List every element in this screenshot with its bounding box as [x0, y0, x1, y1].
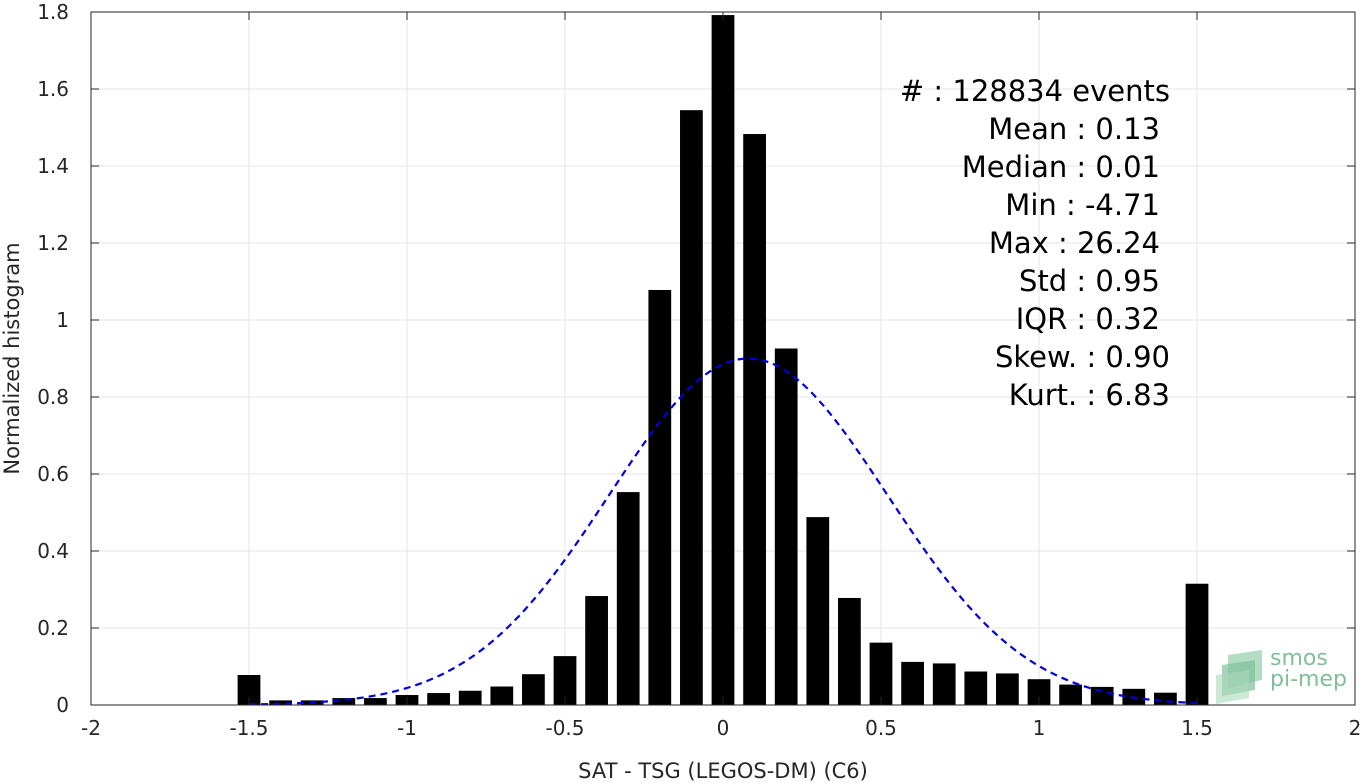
histogram-bar: [616, 492, 640, 705]
histogram-bar: [996, 673, 1019, 705]
histogram-bar: [648, 289, 672, 705]
histogram-bar: [585, 596, 608, 705]
histogram-bar: [711, 15, 735, 705]
x-tick-label: 1: [1033, 716, 1046, 740]
stat-line: IQR : 0.32: [1016, 302, 1160, 336]
histogram-bar: [932, 663, 956, 705]
histogram-bar: [553, 656, 577, 705]
histogram-bar: [774, 348, 798, 705]
x-tick-label: -1.5: [229, 716, 268, 740]
x-tick-label: -0.5: [545, 716, 584, 740]
histogram-bar: [1154, 692, 1177, 705]
y-tick-label: 1.6: [37, 77, 69, 101]
histogram-bar: [332, 698, 356, 705]
stat-line: # : 128834 events: [900, 74, 1170, 108]
histogram-bar: [806, 517, 830, 705]
stat-line: Std : 0.95: [1019, 264, 1160, 298]
histogram-bar: [680, 110, 703, 706]
x-tick-label: 0.5: [865, 716, 897, 740]
histogram-bar: [838, 597, 861, 705]
histogram-bar: [490, 686, 514, 705]
x-tick-label: 0: [717, 716, 730, 740]
y-tick-label: 1.4: [37, 154, 69, 178]
histogram-bar: [269, 700, 292, 705]
x-tick-label: 2: [1349, 716, 1362, 740]
y-tick-label: 1.2: [37, 231, 69, 255]
histogram-bar: [364, 698, 387, 705]
x-tick-label: -1: [397, 716, 417, 740]
histogram-bar: [1090, 686, 1114, 705]
y-tick-label: 0.4: [37, 539, 69, 563]
histogram-bar: [458, 690, 482, 705]
histogram-bar: [237, 674, 261, 705]
stat-line: Min : -4.71: [1005, 188, 1160, 222]
histogram-bar: [901, 661, 924, 705]
y-tick-label: 1: [56, 308, 69, 332]
y-tick-label: 0.6: [37, 462, 69, 486]
normal-fit-curve: [248, 357, 1198, 706]
histogram-bar: [1185, 583, 1209, 705]
histogram-bar: [1027, 679, 1051, 705]
x-axis-ticks: -2 -1.5 -1 -0.5 0 0.5 1 1.5 2: [81, 12, 1361, 740]
y-tick-label: 0: [56, 693, 69, 717]
y-tick-label: 0.8: [37, 385, 69, 409]
smos-pi-mep-logo: smos pi-mep: [1216, 646, 1347, 704]
y-tick-label: 0.2: [37, 616, 69, 640]
stat-line: Max : 26.24: [989, 226, 1160, 260]
x-tick-label: 1.5: [1181, 716, 1213, 740]
stat-line: Kurt. : 6.83: [1009, 378, 1170, 412]
stat-line: Skew. : 0.90: [995, 340, 1170, 374]
histogram-bar: [522, 674, 545, 705]
x-axis-label: SAT - TSG (LEGOS-DM) (C6): [578, 759, 868, 783]
histogram-bar: [427, 693, 450, 705]
y-axis-label: Normalized histogram: [0, 242, 24, 474]
logo-text-smos: smos: [1270, 646, 1328, 671]
x-tick-label: -2: [81, 716, 101, 740]
histogram-bars: [237, 15, 1209, 706]
stat-line: Mean : 0.13: [988, 112, 1160, 146]
stat-line: Median : 0.01: [962, 150, 1160, 184]
y-axis-ticks: 0 0.2 0.4 0.6 0.8 1 1.2 1.4 1.6 1.8: [37, 0, 1355, 717]
histogram-bar: [1059, 684, 1082, 705]
histogram-bar: [743, 134, 766, 706]
histogram-bar: [869, 642, 893, 705]
histogram-bar: [964, 671, 988, 705]
logo-icon: [1216, 650, 1262, 704]
statistics-box: # : 128834 events Mean : 0.13 Median : 0.0…: [900, 74, 1170, 412]
y-tick-label: 1.8: [37, 0, 69, 24]
logo-text-pi-mep: pi-mep: [1270, 667, 1347, 692]
